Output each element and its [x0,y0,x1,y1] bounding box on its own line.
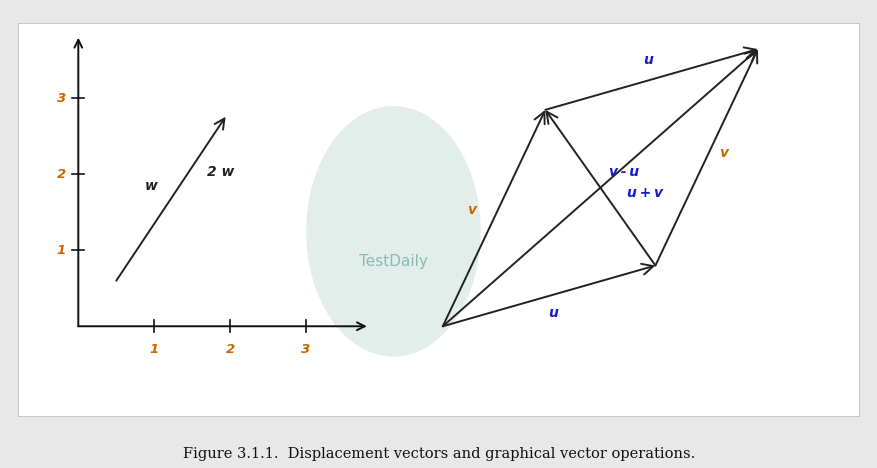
Text: 1: 1 [149,343,159,356]
Text: 2 w: 2 w [206,165,234,179]
Text: v: v [467,203,475,217]
Text: 2: 2 [57,168,66,181]
Text: v - u: v - u [609,165,638,179]
Ellipse shape [306,106,481,357]
Text: u: u [547,306,557,320]
Text: 3: 3 [57,92,66,105]
Text: w: w [144,179,157,193]
Text: v: v [718,146,727,161]
Text: Figure 3.1.1.  Displacement vectors and graphical vector operations.: Figure 3.1.1. Displacement vectors and g… [182,447,695,461]
Text: u: u [642,53,652,67]
Text: 3: 3 [301,343,310,356]
Text: 1: 1 [57,244,66,257]
Text: 2: 2 [225,343,234,356]
Text: TestDaily: TestDaily [359,254,427,269]
Text: u + v: u + v [626,186,662,200]
